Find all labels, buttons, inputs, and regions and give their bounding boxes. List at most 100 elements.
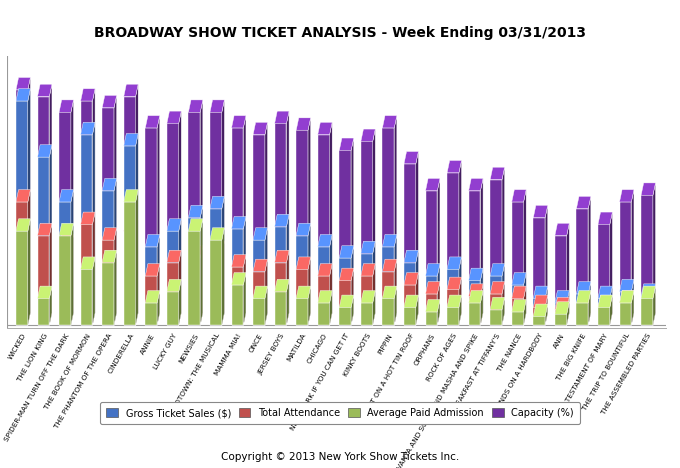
Polygon shape bbox=[135, 219, 138, 325]
Polygon shape bbox=[146, 263, 160, 276]
FancyBboxPatch shape bbox=[533, 299, 545, 325]
Polygon shape bbox=[243, 217, 246, 325]
Polygon shape bbox=[447, 277, 462, 290]
Polygon shape bbox=[308, 286, 311, 325]
FancyBboxPatch shape bbox=[339, 150, 351, 325]
Polygon shape bbox=[308, 223, 311, 325]
Polygon shape bbox=[179, 250, 182, 325]
Polygon shape bbox=[512, 286, 526, 299]
Polygon shape bbox=[16, 190, 31, 202]
Polygon shape bbox=[502, 167, 505, 325]
Polygon shape bbox=[382, 259, 397, 271]
FancyBboxPatch shape bbox=[81, 135, 92, 325]
Polygon shape bbox=[114, 95, 117, 325]
Polygon shape bbox=[351, 138, 354, 325]
Polygon shape bbox=[135, 190, 138, 325]
Polygon shape bbox=[588, 197, 591, 325]
Polygon shape bbox=[28, 78, 31, 325]
Polygon shape bbox=[71, 223, 73, 325]
FancyBboxPatch shape bbox=[641, 195, 653, 325]
Polygon shape bbox=[577, 282, 591, 294]
Polygon shape bbox=[619, 190, 634, 202]
FancyBboxPatch shape bbox=[339, 258, 351, 325]
Polygon shape bbox=[210, 241, 224, 254]
Polygon shape bbox=[179, 219, 182, 325]
Polygon shape bbox=[481, 284, 483, 325]
Polygon shape bbox=[533, 295, 547, 307]
Polygon shape bbox=[265, 228, 267, 325]
Polygon shape bbox=[92, 257, 95, 325]
FancyBboxPatch shape bbox=[275, 263, 286, 325]
Polygon shape bbox=[545, 205, 547, 325]
Polygon shape bbox=[124, 133, 138, 146]
Polygon shape bbox=[533, 205, 547, 218]
FancyBboxPatch shape bbox=[231, 128, 243, 325]
FancyBboxPatch shape bbox=[426, 312, 437, 325]
Polygon shape bbox=[179, 111, 182, 325]
Polygon shape bbox=[641, 286, 656, 299]
Polygon shape bbox=[524, 286, 526, 325]
Polygon shape bbox=[231, 217, 246, 229]
FancyBboxPatch shape bbox=[404, 263, 415, 325]
Polygon shape bbox=[447, 295, 462, 307]
Polygon shape bbox=[351, 246, 354, 325]
Polygon shape bbox=[253, 259, 267, 271]
FancyBboxPatch shape bbox=[16, 101, 28, 325]
Polygon shape bbox=[426, 282, 440, 294]
Polygon shape bbox=[588, 291, 591, 325]
Polygon shape bbox=[81, 257, 95, 269]
Polygon shape bbox=[243, 273, 246, 325]
Polygon shape bbox=[71, 234, 73, 325]
Polygon shape bbox=[135, 84, 138, 325]
FancyBboxPatch shape bbox=[231, 229, 243, 325]
Polygon shape bbox=[59, 234, 73, 247]
FancyBboxPatch shape bbox=[447, 290, 459, 325]
Polygon shape bbox=[469, 291, 483, 303]
FancyBboxPatch shape bbox=[404, 164, 415, 325]
FancyBboxPatch shape bbox=[619, 303, 631, 325]
Polygon shape bbox=[265, 122, 267, 325]
FancyBboxPatch shape bbox=[426, 294, 437, 325]
Polygon shape bbox=[524, 273, 526, 325]
FancyBboxPatch shape bbox=[361, 276, 373, 325]
Polygon shape bbox=[555, 297, 569, 310]
Polygon shape bbox=[426, 300, 440, 312]
Polygon shape bbox=[222, 228, 224, 325]
Polygon shape bbox=[373, 129, 375, 325]
FancyBboxPatch shape bbox=[447, 269, 459, 325]
FancyBboxPatch shape bbox=[124, 146, 135, 325]
Polygon shape bbox=[459, 277, 462, 325]
FancyBboxPatch shape bbox=[59, 247, 71, 325]
FancyBboxPatch shape bbox=[382, 247, 394, 325]
Polygon shape bbox=[37, 145, 52, 157]
Polygon shape bbox=[167, 219, 182, 231]
Polygon shape bbox=[114, 250, 117, 325]
Polygon shape bbox=[275, 279, 289, 292]
FancyBboxPatch shape bbox=[188, 231, 201, 325]
Polygon shape bbox=[102, 178, 117, 191]
Polygon shape bbox=[308, 118, 311, 325]
FancyBboxPatch shape bbox=[102, 240, 114, 325]
Polygon shape bbox=[102, 228, 117, 240]
Polygon shape bbox=[231, 255, 246, 267]
FancyBboxPatch shape bbox=[296, 235, 308, 325]
Polygon shape bbox=[275, 111, 289, 124]
Polygon shape bbox=[188, 246, 203, 258]
Polygon shape bbox=[361, 291, 375, 303]
Polygon shape bbox=[351, 268, 354, 325]
FancyBboxPatch shape bbox=[490, 310, 502, 325]
Polygon shape bbox=[373, 241, 375, 325]
Polygon shape bbox=[330, 122, 333, 325]
Polygon shape bbox=[330, 291, 333, 325]
Polygon shape bbox=[610, 286, 613, 325]
Polygon shape bbox=[490, 282, 505, 294]
FancyBboxPatch shape bbox=[37, 235, 50, 325]
FancyBboxPatch shape bbox=[447, 307, 459, 325]
FancyBboxPatch shape bbox=[641, 305, 653, 325]
Polygon shape bbox=[524, 300, 526, 325]
Polygon shape bbox=[210, 228, 224, 240]
Polygon shape bbox=[404, 250, 418, 263]
Polygon shape bbox=[394, 234, 397, 325]
FancyBboxPatch shape bbox=[641, 296, 653, 325]
Polygon shape bbox=[167, 111, 182, 124]
